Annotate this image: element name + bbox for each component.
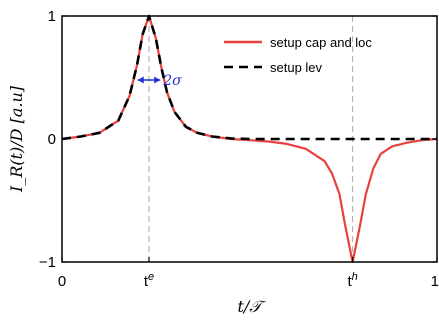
series-group (61, 14, 438, 264)
y-axis-label: I_R(t)/D [a.u] (7, 85, 26, 193)
y-tick-label-2: −1 (39, 254, 56, 271)
width-annotation: 2σ (137, 73, 182, 89)
legend: setup cap and loc setup lev (224, 35, 372, 75)
x-tick-superscript-2: h (352, 271, 358, 283)
y-tick-label-0: 1 (48, 8, 56, 25)
x-tick-label-0: 0 (58, 273, 66, 290)
legend-label-0: setup cap and loc (270, 35, 372, 50)
y-tick-label-1: 0 (48, 131, 56, 148)
legend-label-1: setup lev (270, 60, 323, 75)
annotation-arrow-right (154, 76, 161, 84)
series-line-1 (61, 14, 437, 141)
x-tick-label-2: th (347, 271, 357, 290)
annotation-label: 2σ (162, 73, 182, 89)
y-axis: 1 0 −1 (39, 8, 437, 271)
x-axis: 0 te th 1 (58, 257, 439, 290)
x-tick-label-1: te (144, 271, 154, 290)
x-tick-label-3: 1 (431, 273, 439, 290)
x-tick-superscript-1: e (148, 271, 154, 283)
annotation-arrow-left (137, 76, 144, 84)
x-axis-label: t/𝒯 (237, 297, 266, 316)
